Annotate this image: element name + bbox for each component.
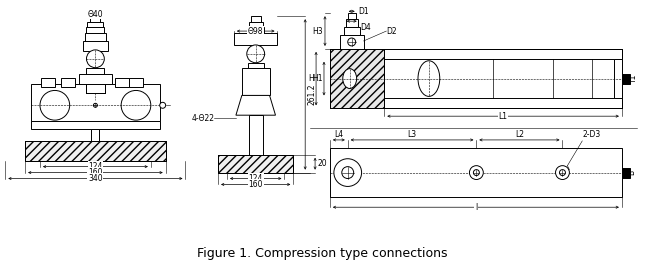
Text: 2-D3: 2-D3	[582, 130, 600, 139]
Text: 160: 160	[248, 180, 263, 189]
Circle shape	[555, 166, 570, 180]
Bar	[83, 41, 108, 51]
Bar	[248, 63, 264, 68]
Bar	[384, 49, 622, 59]
Text: 261.2: 261.2	[307, 84, 316, 105]
Text: D2: D2	[386, 27, 397, 36]
Bar	[92, 129, 99, 141]
Bar	[330, 49, 384, 108]
Bar	[115, 78, 129, 88]
Bar	[31, 121, 160, 129]
Circle shape	[334, 159, 362, 186]
Circle shape	[559, 170, 566, 176]
Bar	[249, 115, 263, 155]
Bar	[31, 84, 160, 121]
Bar	[41, 78, 55, 88]
Ellipse shape	[418, 61, 440, 96]
Bar	[384, 49, 622, 108]
Text: 340: 340	[88, 174, 103, 183]
Circle shape	[86, 50, 104, 68]
Bar	[129, 78, 143, 88]
Circle shape	[473, 170, 479, 176]
Bar	[88, 22, 103, 27]
Bar	[346, 19, 357, 27]
Text: Θ40: Θ40	[88, 10, 103, 19]
Bar	[248, 27, 264, 33]
Bar	[242, 68, 270, 95]
Text: 4-Θ22: 4-Θ22	[191, 114, 214, 123]
Text: l: l	[475, 203, 477, 212]
Bar	[251, 16, 261, 22]
Bar	[79, 74, 112, 84]
Bar	[330, 49, 384, 108]
Text: Θ98: Θ98	[248, 27, 263, 36]
Circle shape	[94, 103, 97, 107]
Bar	[84, 33, 106, 41]
Text: 124: 124	[88, 162, 103, 171]
Text: H3: H3	[312, 27, 323, 36]
Bar	[330, 148, 622, 197]
Text: L3: L3	[408, 130, 417, 139]
Polygon shape	[236, 95, 275, 115]
Text: 160: 160	[88, 168, 103, 177]
Bar	[622, 168, 630, 177]
Bar	[344, 27, 360, 35]
Text: 20: 20	[317, 159, 326, 168]
Ellipse shape	[342, 69, 357, 89]
Circle shape	[348, 38, 355, 46]
Text: H: H	[308, 74, 314, 83]
Bar	[348, 13, 355, 19]
Bar	[249, 22, 263, 27]
Text: B: B	[627, 170, 636, 175]
Bar	[61, 78, 75, 88]
Text: 124: 124	[248, 174, 263, 183]
Bar	[86, 27, 104, 33]
Bar	[384, 98, 622, 108]
Bar	[234, 33, 277, 45]
Text: L1: L1	[499, 112, 508, 121]
Bar	[25, 141, 166, 161]
Text: D4: D4	[361, 23, 372, 32]
Circle shape	[40, 90, 70, 120]
Bar	[86, 84, 105, 93]
Circle shape	[247, 45, 264, 63]
Circle shape	[470, 166, 483, 180]
Text: Figure 1. Compression type connections: Figure 1. Compression type connections	[197, 247, 447, 260]
Bar	[90, 16, 101, 22]
Bar	[86, 68, 104, 74]
Bar	[622, 74, 630, 84]
Text: D1: D1	[359, 7, 369, 16]
Bar	[218, 155, 293, 173]
Bar	[614, 59, 622, 98]
Text: T1: T1	[630, 74, 638, 83]
Text: H1: H1	[312, 74, 323, 83]
Text: L2: L2	[515, 130, 524, 139]
Bar	[218, 155, 293, 173]
Circle shape	[160, 102, 166, 108]
Bar	[25, 141, 166, 161]
Text: L4: L4	[334, 130, 343, 139]
Circle shape	[342, 167, 353, 178]
Bar	[340, 35, 364, 49]
Circle shape	[121, 90, 151, 120]
